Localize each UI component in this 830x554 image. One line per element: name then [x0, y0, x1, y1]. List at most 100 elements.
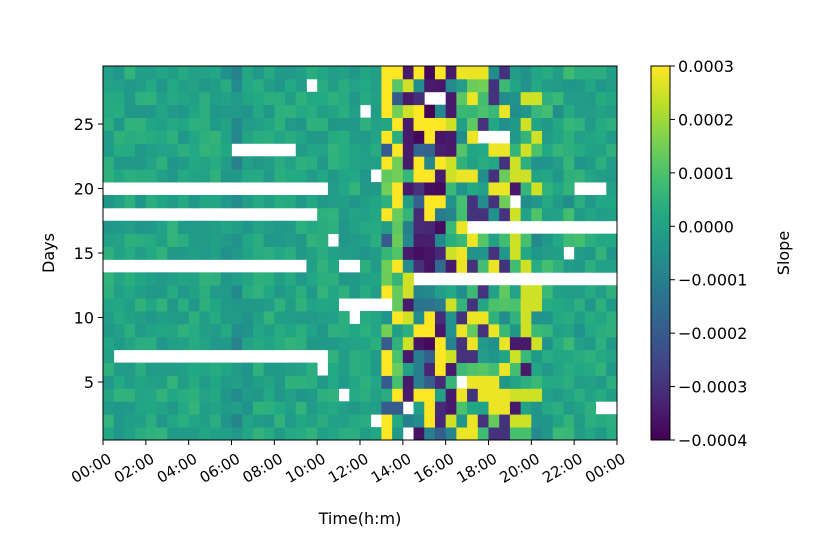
- heatmap-cell: [231, 311, 243, 325]
- heatmap-cell: [349, 285, 361, 299]
- heatmap-cell: [145, 375, 157, 389]
- heatmap-cell: [467, 349, 479, 364]
- heatmap-cell: [467, 91, 479, 106]
- heatmap-cell: [317, 156, 329, 170]
- heatmap-cell: [145, 246, 157, 260]
- heatmap-cell: [595, 336, 607, 351]
- heatmap-cell: [520, 130, 532, 144]
- heatmap-cell: [210, 130, 222, 144]
- y-tick-label: 25: [74, 115, 94, 134]
- heatmap-cell: [220, 323, 232, 338]
- heatmap-cell: [509, 78, 522, 93]
- heatmap-cell: [220, 78, 232, 93]
- heatmap-cell: [274, 104, 286, 118]
- heatmap-cell: [445, 130, 457, 144]
- heatmap-cell: [520, 156, 532, 170]
- heatmap-cell: [413, 207, 425, 222]
- heatmap-cell: [263, 220, 275, 235]
- heatmap-cell: [531, 91, 543, 106]
- heatmap-cell: [103, 91, 115, 106]
- heatmap-cell: [210, 246, 222, 260]
- heatmap-cell: [285, 298, 297, 312]
- heatmap-cell: [188, 375, 200, 389]
- heatmap-cell: [274, 220, 286, 235]
- heatmap-cell: [103, 194, 115, 209]
- heatmap-cell: [285, 285, 297, 299]
- heatmap-cell: [167, 401, 179, 415]
- heatmap-cell: [220, 143, 232, 157]
- heatmap-cell: [445, 156, 457, 170]
- heatmap-cell: [177, 220, 190, 235]
- heatmap-cell: [145, 194, 157, 209]
- heatmap-cell: [542, 285, 554, 299]
- heatmap-cell: [552, 194, 564, 209]
- heatmap-cell: [317, 194, 329, 209]
- heatmap-cell: [499, 375, 511, 389]
- heatmap-cell: [467, 311, 479, 325]
- heatmap-cell: [370, 311, 382, 325]
- heatmap-cell: [413, 246, 425, 260]
- heatmap-cell: [381, 246, 393, 260]
- heatmap-cell: [295, 104, 307, 118]
- heatmap-cell: [338, 220, 350, 235]
- heatmap-cell: [263, 130, 275, 144]
- heatmap-cell: [274, 91, 286, 106]
- heatmap-cell: [274, 169, 286, 183]
- heatmap-cell: [563, 104, 575, 118]
- heatmap-cell: [595, 233, 607, 247]
- heatmap-cell: [349, 194, 361, 209]
- heatmap-cell: [445, 194, 457, 209]
- heatmap-cell: [392, 311, 404, 325]
- heatmap-cell: [413, 78, 425, 93]
- heatmap-cell: [552, 311, 564, 325]
- heatmap-cell: [210, 272, 222, 286]
- heatmap-cell: [135, 375, 147, 389]
- heatmap-cell: [467, 388, 479, 402]
- heatmap-cell: [445, 220, 457, 235]
- heatmap-cell: [381, 349, 393, 364]
- heatmap-cell: [285, 91, 297, 106]
- heatmap-cell: [370, 246, 382, 260]
- heatmap-cell: [338, 414, 350, 428]
- heatmap-cell: [509, 91, 522, 106]
- heatmap-cell: [274, 233, 286, 247]
- heatmap-cell: [520, 66, 532, 80]
- heatmap-cell: [552, 143, 564, 157]
- heatmap-cell: [413, 388, 425, 402]
- heatmap-cell: [424, 285, 436, 299]
- heatmap-cell: [542, 117, 554, 131]
- heatmap-cell: [188, 104, 200, 118]
- heatmap-cell: [156, 233, 168, 247]
- heatmap-cell: [338, 233, 350, 247]
- heatmap-cell: [263, 298, 275, 312]
- heatmap-cell: [317, 259, 329, 273]
- heatmap-cell: [306, 323, 318, 338]
- heatmap-cell: [424, 414, 436, 428]
- heatmap-cell: [252, 169, 265, 183]
- heatmap-cell: [424, 375, 436, 389]
- heatmap-cell: [177, 414, 190, 428]
- heatmap-cell: [445, 388, 457, 402]
- heatmap-cell: [381, 285, 393, 299]
- heatmap-cell: [124, 414, 136, 428]
- heatmap-cell: [456, 207, 468, 222]
- heatmap-cell: [456, 117, 468, 131]
- heatmap-cell: [338, 117, 350, 131]
- heatmap-cell: [563, 285, 575, 299]
- heatmap-cell: [477, 323, 489, 338]
- y-tick-label: 20: [74, 180, 94, 199]
- heatmap-cell: [434, 298, 447, 312]
- x-tick-label: 14:00: [368, 450, 414, 487]
- heatmap-cell: [145, 323, 157, 338]
- heatmap-cell: [103, 285, 115, 299]
- heatmap-cell: [242, 285, 254, 299]
- heatmap-cell: [584, 349, 596, 364]
- heatmap-cell: [520, 414, 532, 428]
- heatmap-cell: [606, 233, 618, 247]
- heatmap-cell: [124, 233, 136, 247]
- heatmap-cell: [574, 362, 586, 376]
- heatmap-cell: [574, 285, 586, 299]
- heatmap-cell: [552, 259, 564, 273]
- heatmap-cell: [413, 117, 425, 131]
- heatmap-cell: [285, 156, 297, 170]
